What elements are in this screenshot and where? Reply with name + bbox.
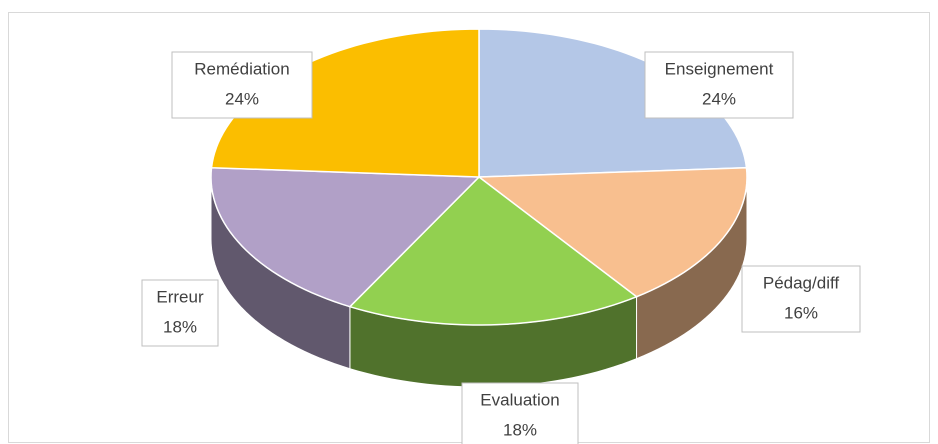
label-box: [461, 382, 579, 444]
category-label: Enseignement: [665, 59, 774, 78]
label-box: [741, 265, 861, 333]
category-label: Evaluation: [480, 390, 559, 409]
value-label: 24%: [702, 89, 736, 108]
category-label: Pédag/diff: [763, 273, 840, 292]
value-label: 18%: [163, 317, 197, 336]
value-label: 24%: [225, 89, 259, 108]
label-box: [644, 51, 794, 119]
pie-slice: [348, 176, 639, 326]
pie-slice: [476, 166, 748, 298]
category-label: Erreur: [156, 287, 204, 306]
category-label: Remédiation: [194, 59, 289, 78]
value-label: 16%: [784, 303, 818, 322]
label-box: [171, 51, 313, 119]
value-label: 18%: [503, 420, 537, 439]
label-box: [141, 279, 219, 347]
pie-slice: [210, 166, 481, 308]
